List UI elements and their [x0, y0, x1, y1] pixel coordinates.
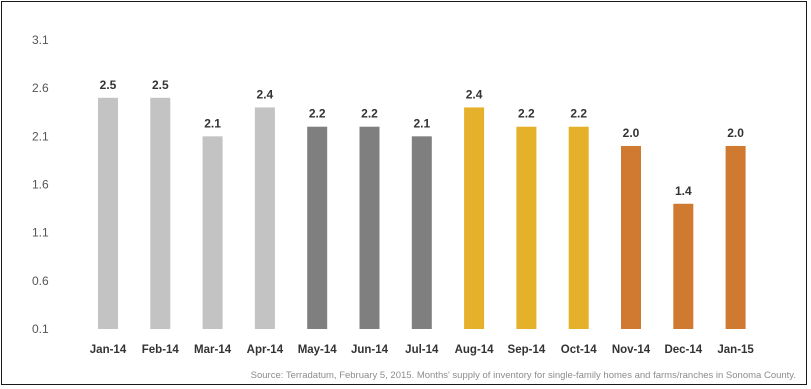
- data-label: 2.4: [257, 87, 274, 101]
- x-tick-label: Oct-14: [561, 344, 597, 356]
- x-tick-label: Sep-14: [508, 344, 546, 356]
- x-tick-label: Aug-14: [455, 344, 495, 356]
- bar-apr-14: [254, 107, 275, 329]
- data-label: 2.0: [623, 126, 640, 140]
- x-tick-label: Jun-14: [351, 344, 389, 356]
- bar-dec-14: [673, 203, 694, 329]
- data-label: 2.2: [570, 107, 587, 121]
- data-label: 2.2: [309, 107, 326, 121]
- bar-may-14: [307, 126, 328, 329]
- bars: [98, 97, 746, 329]
- bar-mar-14: [202, 136, 223, 329]
- x-tick-label: Nov-14: [612, 344, 651, 356]
- x-tick-label: Feb-14: [142, 344, 180, 356]
- bar-feb-14: [150, 97, 171, 329]
- x-axis: Jan-14 Feb-14 Mar-14 Apr-14 May-14 Jun-14 Jul-…: [90, 344, 755, 356]
- data-label: 2.5: [152, 78, 169, 92]
- x-tick-label: May-14: [298, 344, 338, 356]
- data-label: 2.1: [413, 116, 430, 130]
- data-labels: 2.5 2.5 2.1 2.4 2.2 2.2 2.1 2.4 2.2 2.2 2.0 1.4 2.0: [100, 78, 745, 198]
- x-tick-label: Apr-14: [247, 344, 284, 356]
- y-axis: 3.1 2.6 2.1 1.6 1.1 0.6 0.1: [32, 33, 49, 336]
- bar-jul-14: [411, 136, 432, 329]
- x-tick-label: Jul-14: [405, 344, 439, 356]
- bar-sep-14: [516, 126, 537, 329]
- bar-nov-14: [621, 145, 641, 329]
- bar-jun-14: [359, 126, 380, 329]
- y-tick-label: 3.1: [32, 33, 49, 47]
- data-label: 2.2: [518, 107, 535, 121]
- y-tick-label: 2.1: [32, 129, 49, 143]
- data-label: 2.5: [100, 78, 117, 92]
- y-tick-label: 0.1: [32, 322, 49, 336]
- data-label: 1.4: [675, 184, 692, 198]
- bar-oct-14: [568, 126, 589, 329]
- x-tick-label: Jan-15: [717, 344, 754, 356]
- bar-jan-15: [725, 145, 746, 329]
- y-tick-label: 1.1: [32, 226, 49, 240]
- source-note: Source: Terradatum, February 5, 2015. Mo…: [250, 370, 796, 381]
- bar-aug-14: [464, 107, 485, 329]
- bar-jan-14: [98, 97, 118, 329]
- y-tick-label: 0.6: [32, 274, 49, 288]
- x-tick-label: Jan-14: [90, 344, 127, 356]
- y-tick-label: 1.6: [32, 178, 49, 192]
- data-label: 2.4: [466, 87, 483, 101]
- data-label: 2.0: [727, 126, 744, 140]
- y-tick-label: 2.6: [32, 81, 49, 95]
- x-tick-label: Mar-14: [194, 344, 232, 356]
- data-label: 2.1: [204, 116, 221, 130]
- x-tick-label: Dec-14: [664, 344, 702, 356]
- data-label: 2.2: [361, 107, 378, 121]
